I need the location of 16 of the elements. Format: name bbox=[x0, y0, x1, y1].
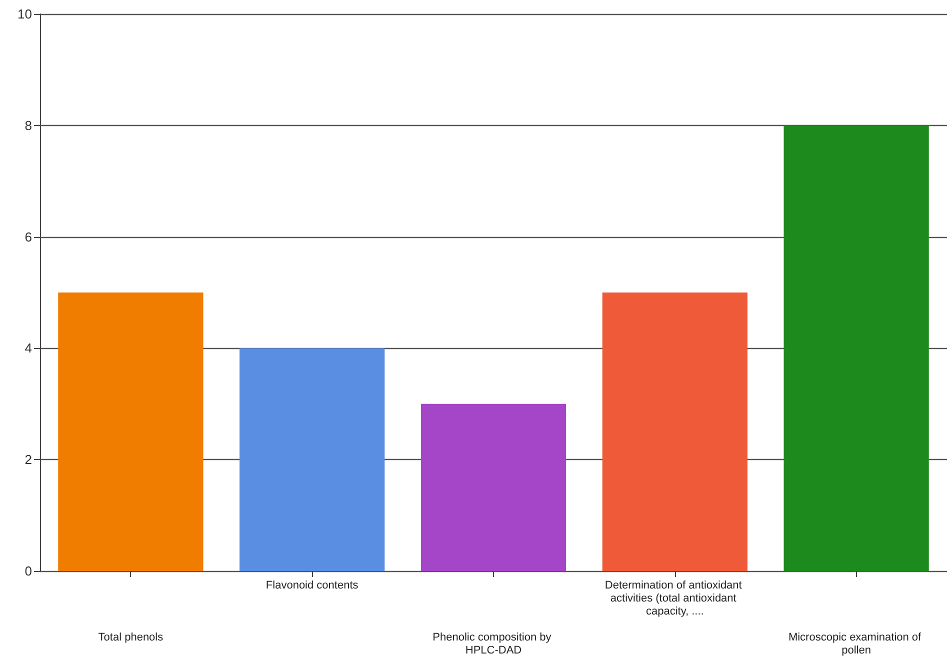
y-tick-label: 8 bbox=[24, 118, 32, 133]
x-tick-label: Flavonoid contents bbox=[266, 580, 359, 592]
y-tick-label: 6 bbox=[24, 229, 32, 244]
x-tick-label: Determination of antioxidant activities (total antioxidant capacity, .... bbox=[604, 580, 745, 618]
x-tick-label: Microscopic examination of pollen bbox=[788, 632, 924, 656]
bar bbox=[420, 404, 566, 571]
x-tick-label: Total phenols bbox=[98, 632, 164, 644]
bar bbox=[784, 125, 929, 571]
y-tick-label: 10 bbox=[18, 6, 32, 22]
bar bbox=[602, 292, 748, 571]
y-tick-label: 2 bbox=[24, 452, 32, 468]
y-tick-label: 4 bbox=[24, 340, 32, 356]
x-tick-label: Phenolic composition by HPLC-DAD bbox=[432, 632, 554, 656]
y-tick-label: 0 bbox=[24, 564, 32, 578]
bar bbox=[240, 348, 385, 571]
bar bbox=[58, 292, 204, 571]
